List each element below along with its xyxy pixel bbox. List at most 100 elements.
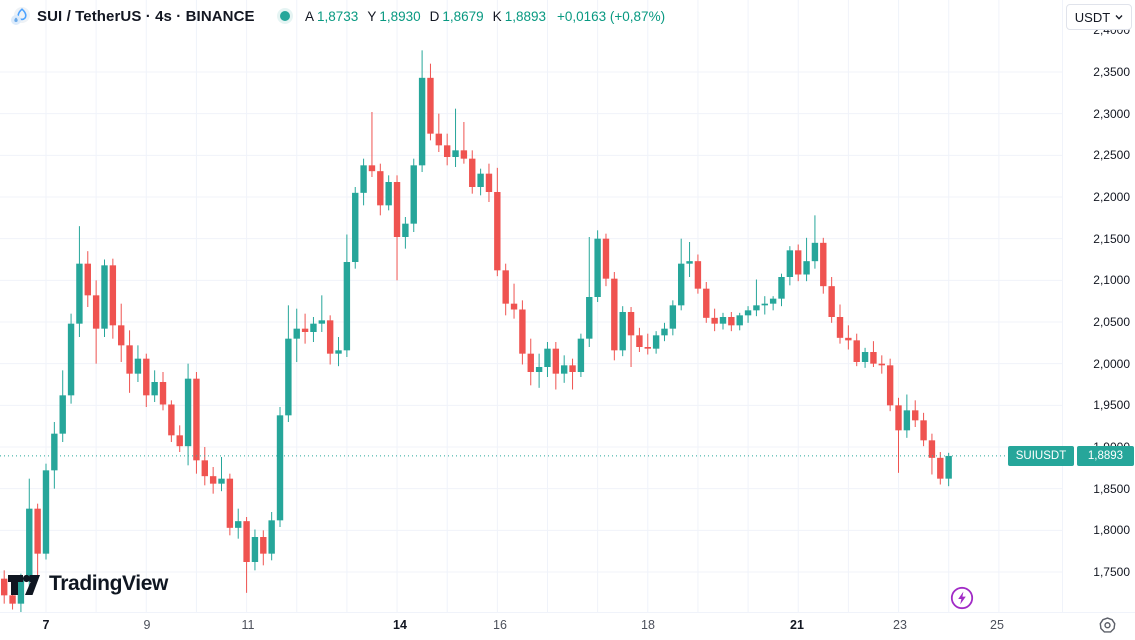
candle[interactable] <box>761 303 768 306</box>
candle[interactable] <box>17 580 25 604</box>
candle[interactable] <box>168 404 175 436</box>
candle[interactable] <box>276 415 284 521</box>
candle[interactable] <box>694 261 702 289</box>
candle[interactable] <box>42 470 50 554</box>
candle[interactable] <box>418 77 426 166</box>
candle[interactable] <box>243 521 250 562</box>
candle[interactable] <box>402 223 409 237</box>
candle[interactable] <box>686 261 693 264</box>
candle[interactable] <box>26 508 33 581</box>
candle[interactable] <box>711 317 718 324</box>
candle[interactable] <box>352 192 359 262</box>
candle[interactable] <box>728 316 735 326</box>
candle[interactable] <box>519 309 526 354</box>
candle[interactable] <box>753 305 760 311</box>
candle[interactable] <box>677 263 685 306</box>
candle[interactable] <box>193 378 200 461</box>
candle[interactable] <box>318 320 326 324</box>
candle[interactable] <box>209 476 217 484</box>
candle[interactable] <box>611 278 618 351</box>
candle[interactable] <box>836 316 844 338</box>
candle[interactable] <box>594 238 601 297</box>
candle[interactable] <box>326 320 334 354</box>
candle[interactable] <box>878 363 885 366</box>
candle[interactable] <box>368 165 376 172</box>
candle[interactable] <box>126 345 133 374</box>
candle[interactable] <box>920 420 927 441</box>
candle[interactable] <box>293 328 300 339</box>
candle[interactable] <box>176 435 183 447</box>
candle[interactable] <box>260 536 267 554</box>
candle[interactable] <box>535 366 543 372</box>
candle[interactable] <box>544 348 551 367</box>
candle[interactable] <box>427 77 434 134</box>
candle[interactable] <box>377 171 384 206</box>
candle[interactable] <box>895 405 902 431</box>
candle[interactable] <box>769 298 777 304</box>
candle[interactable] <box>778 276 785 299</box>
candle[interactable] <box>828 286 835 317</box>
candle[interactable] <box>268 520 275 554</box>
candle[interactable] <box>360 165 367 193</box>
candle[interactable] <box>184 378 192 447</box>
candle[interactable] <box>853 340 860 362</box>
candle[interactable] <box>945 455 952 479</box>
candle[interactable] <box>226 478 234 528</box>
candle[interactable] <box>744 310 752 316</box>
candle[interactable] <box>101 265 108 329</box>
candle[interactable] <box>494 191 501 271</box>
candle[interactable] <box>636 335 643 347</box>
candle[interactable] <box>301 328 309 332</box>
candle[interactable] <box>477 173 484 187</box>
candle[interactable] <box>385 181 392 206</box>
candle[interactable] <box>619 311 626 351</box>
tradingview-logo[interactable]: TradingView <box>6 570 168 598</box>
candle[interactable] <box>903 410 911 431</box>
candle[interactable] <box>159 381 167 405</box>
candle[interactable] <box>151 381 158 396</box>
candle[interactable] <box>452 150 459 157</box>
candle[interactable] <box>928 440 936 458</box>
candle[interactable] <box>602 238 610 279</box>
candle[interactable] <box>109 265 117 326</box>
candle[interactable] <box>76 263 83 324</box>
candlestick-chart[interactable] <box>0 0 1135 612</box>
candle[interactable] <box>552 348 560 374</box>
candle[interactable] <box>435 133 443 146</box>
candle[interactable] <box>527 353 534 372</box>
candle[interactable] <box>118 325 125 346</box>
candle[interactable] <box>719 316 727 324</box>
candle[interactable] <box>560 365 568 374</box>
candle[interactable] <box>912 410 919 421</box>
time-axis[interactable]: 7 9 11 14 16 18 21 23 25 <box>0 612 1135 640</box>
candle[interactable] <box>502 270 509 304</box>
candle[interactable] <box>661 328 668 336</box>
flash-boost-button[interactable] <box>950 586 974 610</box>
candle[interactable] <box>460 150 468 159</box>
candle[interactable] <box>703 288 710 318</box>
candle[interactable] <box>886 365 894 406</box>
candle[interactable] <box>469 158 476 187</box>
candle[interactable] <box>285 338 292 416</box>
candle[interactable] <box>201 460 208 477</box>
candle[interactable] <box>92 295 100 329</box>
candle[interactable] <box>343 261 351 351</box>
candle[interactable] <box>811 242 819 262</box>
candle[interactable] <box>803 261 810 275</box>
candle[interactable] <box>410 165 417 224</box>
candle[interactable] <box>736 315 743 326</box>
candle[interactable] <box>845 337 852 341</box>
candle[interactable] <box>310 323 317 332</box>
candle[interactable] <box>235 521 242 528</box>
price-axis[interactable]: 2,4000 2,3500 2,3000 2,2500 2,2000 2,1500 2,10… <box>1062 0 1135 612</box>
candle[interactable] <box>393 181 401 237</box>
symbol-title-button[interactable]: SUI / TetherUS · 4s · BINANCE <box>11 0 255 32</box>
candle[interactable] <box>652 335 660 349</box>
currency-selector-button[interactable]: USDT <box>1066 4 1132 30</box>
candle[interactable] <box>251 536 259 562</box>
candle[interactable] <box>335 350 342 354</box>
candle[interactable] <box>861 351 869 362</box>
candle[interactable] <box>937 457 944 479</box>
candle[interactable] <box>143 358 150 396</box>
candle[interactable] <box>485 173 493 192</box>
